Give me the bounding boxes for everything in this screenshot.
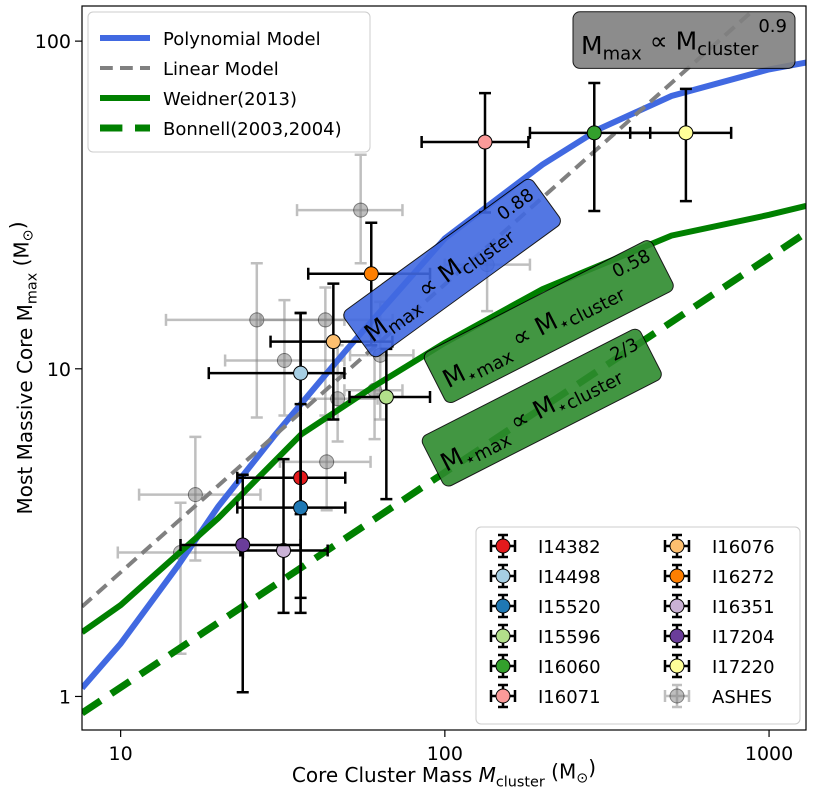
point [477, 134, 493, 150]
legend-swatch [495, 568, 511, 584]
legend-swatch [669, 688, 685, 704]
legend-lines: Polynomial Model Linear Model Weidner(2013… [87, 11, 371, 153]
error-bar-x [236, 501, 347, 514]
legend-label: I16272 [712, 567, 775, 588]
point [319, 454, 335, 470]
point [353, 202, 369, 218]
label-part: ) [6, 221, 30, 229]
point [586, 125, 602, 141]
legend-label: I16060 [538, 657, 601, 678]
legend-label: Polynomial Model [163, 29, 321, 50]
legend-points: I14382 I14498 I15520 I15596 I16060 I16071 I160… [475, 526, 801, 725]
point [678, 125, 694, 141]
annotation-box [572, 11, 796, 69]
legend-swatch [669, 538, 685, 554]
legend-label: I14382 [538, 537, 601, 558]
label-part: Most Massive Core M [13, 304, 37, 514]
label-part: ⊙ [576, 771, 588, 787]
legend-label: Bonnell(2003,2004) [163, 119, 342, 140]
label-part: ∝ M [642, 26, 697, 55]
point [293, 500, 309, 516]
error-bar-y [679, 87, 692, 203]
legend-label: I15596 [538, 627, 601, 648]
legend-label: I15520 [538, 597, 601, 618]
legend-label: ASHES [712, 687, 772, 708]
legend-swatch [495, 688, 511, 704]
model-line [82, 203, 806, 635]
annotation-text: Mmax ∝ Mcluster0.9 [581, 16, 787, 65]
annotation-box [343, 178, 561, 358]
label-part: ⊙ [21, 229, 37, 241]
legend-swatch [495, 658, 511, 674]
label-part: (M [545, 759, 576, 783]
error-bar-y [250, 261, 263, 419]
error-bar-y [236, 473, 249, 694]
point [187, 487, 203, 503]
label-part: Core Cluster Mass [292, 763, 479, 787]
legend-swatch [495, 628, 511, 644]
label-part: ) [588, 756, 596, 780]
legend-label: I16071 [538, 687, 601, 708]
legend-swatch [669, 568, 685, 584]
label-part: cluster [496, 774, 545, 790]
plot-area [82, 7, 806, 716]
legend-swatch [495, 598, 511, 614]
legend-label: I17220 [712, 657, 775, 678]
label-part: max [24, 272, 40, 304]
legend-label: Weidner(2013) [163, 89, 297, 110]
annotation-box [423, 240, 674, 404]
y-tick-label: 10 [47, 359, 71, 381]
legend-swatch [669, 598, 685, 614]
point [325, 334, 341, 350]
label-part: cluster [697, 39, 759, 60]
legend-label: Linear Model [163, 59, 279, 80]
legend-label: I16351 [712, 597, 775, 618]
error-bar-y [277, 457, 290, 615]
legend-label: I17204 [712, 627, 775, 648]
error-bar-y [588, 81, 601, 213]
legend-swatch [669, 658, 685, 674]
point [235, 537, 251, 553]
plot-frame [81, 5, 807, 731]
legend-box [475, 526, 801, 725]
x-tick-label: 10 [109, 743, 133, 765]
error-bar-y [327, 282, 340, 421]
y-tick-label: 1 [59, 686, 71, 708]
y-axis-label: Most Massive Core Mmax (M⊙) [6, 221, 41, 514]
legend-label: I14498 [538, 567, 601, 588]
label-part: 0.9 [758, 16, 787, 37]
label-part: max [603, 43, 643, 64]
x-tick-label: 1000 [745, 743, 793, 765]
label-part: M [581, 31, 603, 60]
error-bar-x [295, 204, 404, 217]
legend-swatch [669, 628, 685, 644]
annotation: Mmax ∝ Mcluster0.9 [572, 11, 796, 69]
x-tick-label: 100 [427, 743, 463, 765]
error-bar-x [420, 136, 530, 149]
label-part: (M [9, 241, 33, 272]
point [317, 312, 333, 328]
error-bar-x [207, 367, 346, 380]
annotation-box [421, 328, 662, 487]
y-tick-label: 100 [35, 31, 71, 53]
label-part: M [479, 763, 496, 787]
point [363, 266, 379, 282]
legend-label: I16076 [712, 537, 775, 558]
legend-box [87, 11, 371, 153]
legend-swatch [495, 538, 511, 554]
point [378, 389, 394, 405]
point [276, 353, 292, 369]
point [276, 542, 292, 558]
point [293, 365, 309, 381]
x-axis-label: Core Cluster Mass Mcluster (M⊙) [292, 756, 596, 791]
